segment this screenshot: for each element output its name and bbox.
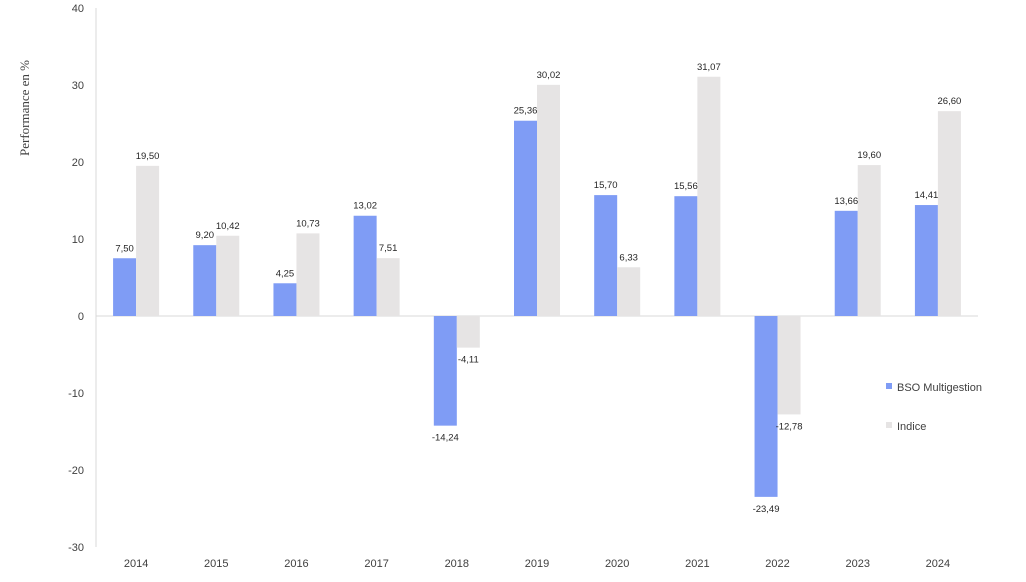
x-tick-label: 2015 — [204, 558, 228, 570]
x-tick-label: 2024 — [926, 558, 950, 570]
data-label: 6,33 — [619, 252, 638, 263]
y-tick-label: -20 — [68, 465, 84, 477]
legend-label: Indice — [897, 421, 926, 433]
data-label: 19,60 — [857, 150, 881, 161]
bar — [857, 165, 881, 316]
x-tick-label: 2022 — [765, 558, 789, 570]
bar — [113, 258, 137, 316]
data-label: -14,24 — [432, 433, 459, 444]
bar — [754, 316, 778, 497]
data-label: 13,02 — [353, 201, 377, 212]
bar — [594, 195, 618, 316]
data-label: 9,20 — [196, 230, 215, 241]
legend-item: Indice — [886, 421, 926, 433]
data-label: -4,11 — [458, 355, 479, 366]
bar — [937, 111, 961, 317]
data-label: 19,50 — [136, 151, 160, 162]
bar — [914, 205, 938, 316]
legend-label: BSO Multigestion — [897, 382, 982, 394]
bar — [193, 245, 217, 316]
x-tick-label: 2021 — [685, 558, 709, 570]
data-label: 15,70 — [594, 180, 618, 191]
x-tick-label: 2020 — [605, 558, 629, 570]
data-label: 26,60 — [938, 96, 962, 107]
x-tick-label: 2019 — [525, 558, 549, 570]
data-label: 30,02 — [537, 70, 561, 81]
y-axis-label: Performance en % — [17, 60, 32, 156]
x-tick-label: 2018 — [445, 558, 469, 570]
data-label: 31,07 — [697, 62, 721, 73]
legend-item: BSO Multigestion — [886, 382, 982, 394]
data-label: 10,42 — [216, 221, 240, 232]
x-tick-labels: 2014 2015 2016 2017 2018 2019 2020 2021 2022 2023… — [124, 558, 950, 570]
data-label: -12,78 — [776, 421, 803, 432]
data-labels: 7,50 9,20 4,25 13,02 -14,24 25,36 15,70 15,56 -2… — [115, 62, 961, 515]
legend-swatch — [886, 422, 892, 428]
x-tick-label: 2023 — [845, 558, 869, 570]
bar — [376, 258, 400, 316]
legend-swatch — [886, 383, 892, 389]
x-tick-label: 2017 — [364, 558, 388, 570]
bar — [433, 316, 457, 426]
bar — [777, 316, 801, 415]
x-tick-label: 2016 — [284, 558, 308, 570]
y-tick-label: 0 — [78, 311, 84, 323]
data-label: 4,25 — [276, 268, 295, 279]
bar — [674, 196, 698, 316]
bar — [617, 267, 641, 316]
bar — [136, 165, 160, 316]
data-label: -23,49 — [753, 504, 780, 515]
data-label: 15,56 — [674, 181, 698, 192]
x-tick-label: 2014 — [124, 558, 148, 570]
bar — [296, 233, 320, 316]
y-tick-label: 40 — [72, 3, 84, 15]
data-label: 14,41 — [915, 190, 939, 201]
bar — [537, 84, 560, 316]
y-tick-label: -10 — [68, 388, 84, 400]
bar — [456, 316, 480, 348]
data-label: 7,50 — [115, 243, 134, 254]
y-tick-label: 20 — [72, 157, 84, 169]
data-label: 7,51 — [379, 243, 398, 254]
data-label: 13,66 — [834, 196, 858, 207]
bar — [353, 215, 377, 316]
y-tick-label: 10 — [72, 234, 84, 246]
bar — [834, 210, 858, 316]
bar — [697, 76, 721, 316]
y-tick-label: 30 — [72, 80, 84, 92]
bar — [514, 120, 537, 316]
bars — [113, 76, 961, 497]
bar — [216, 235, 240, 316]
y-tick-labels: -30 -20 -10 0 10 20 30 40 — [68, 3, 84, 554]
y-tick-label: -30 — [68, 542, 84, 554]
legend: BSO Multigestion Indice — [886, 382, 982, 433]
data-label: 10,73 — [296, 218, 320, 229]
data-label: 25,36 — [514, 106, 538, 117]
bar — [273, 283, 297, 316]
